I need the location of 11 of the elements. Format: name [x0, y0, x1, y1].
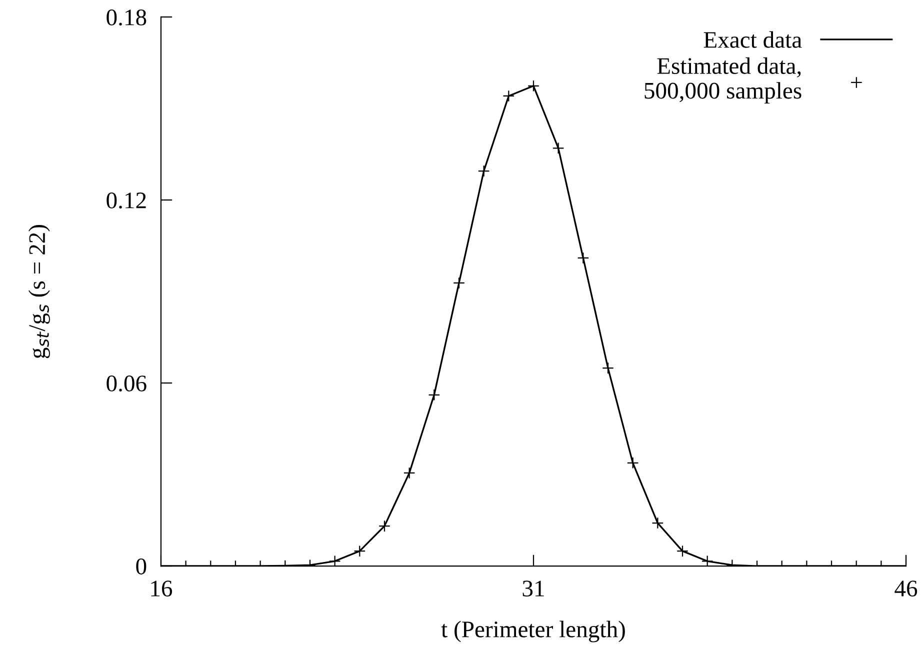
y-tick-label: 0.12 [106, 192, 146, 209]
y-axis-title: g$_{st}$/g$_{s}$ (s = 22) [28, 225, 50, 358]
legend-label: Exact data [704, 31, 802, 48]
x-axis-title: t (Perimeter length) [441, 620, 625, 642]
x-tick-label: 46 [894, 580, 918, 597]
legend-label: Estimated data, 500,000 samples [644, 57, 802, 104]
y-tick-label: 0.18 [106, 9, 146, 26]
x-tick-label: 16 [151, 580, 172, 597]
y-tick-label: 0 [136, 558, 146, 574]
x-tick-label: 31 [522, 580, 544, 597]
y-tick-label: 0.06 [106, 375, 146, 392]
